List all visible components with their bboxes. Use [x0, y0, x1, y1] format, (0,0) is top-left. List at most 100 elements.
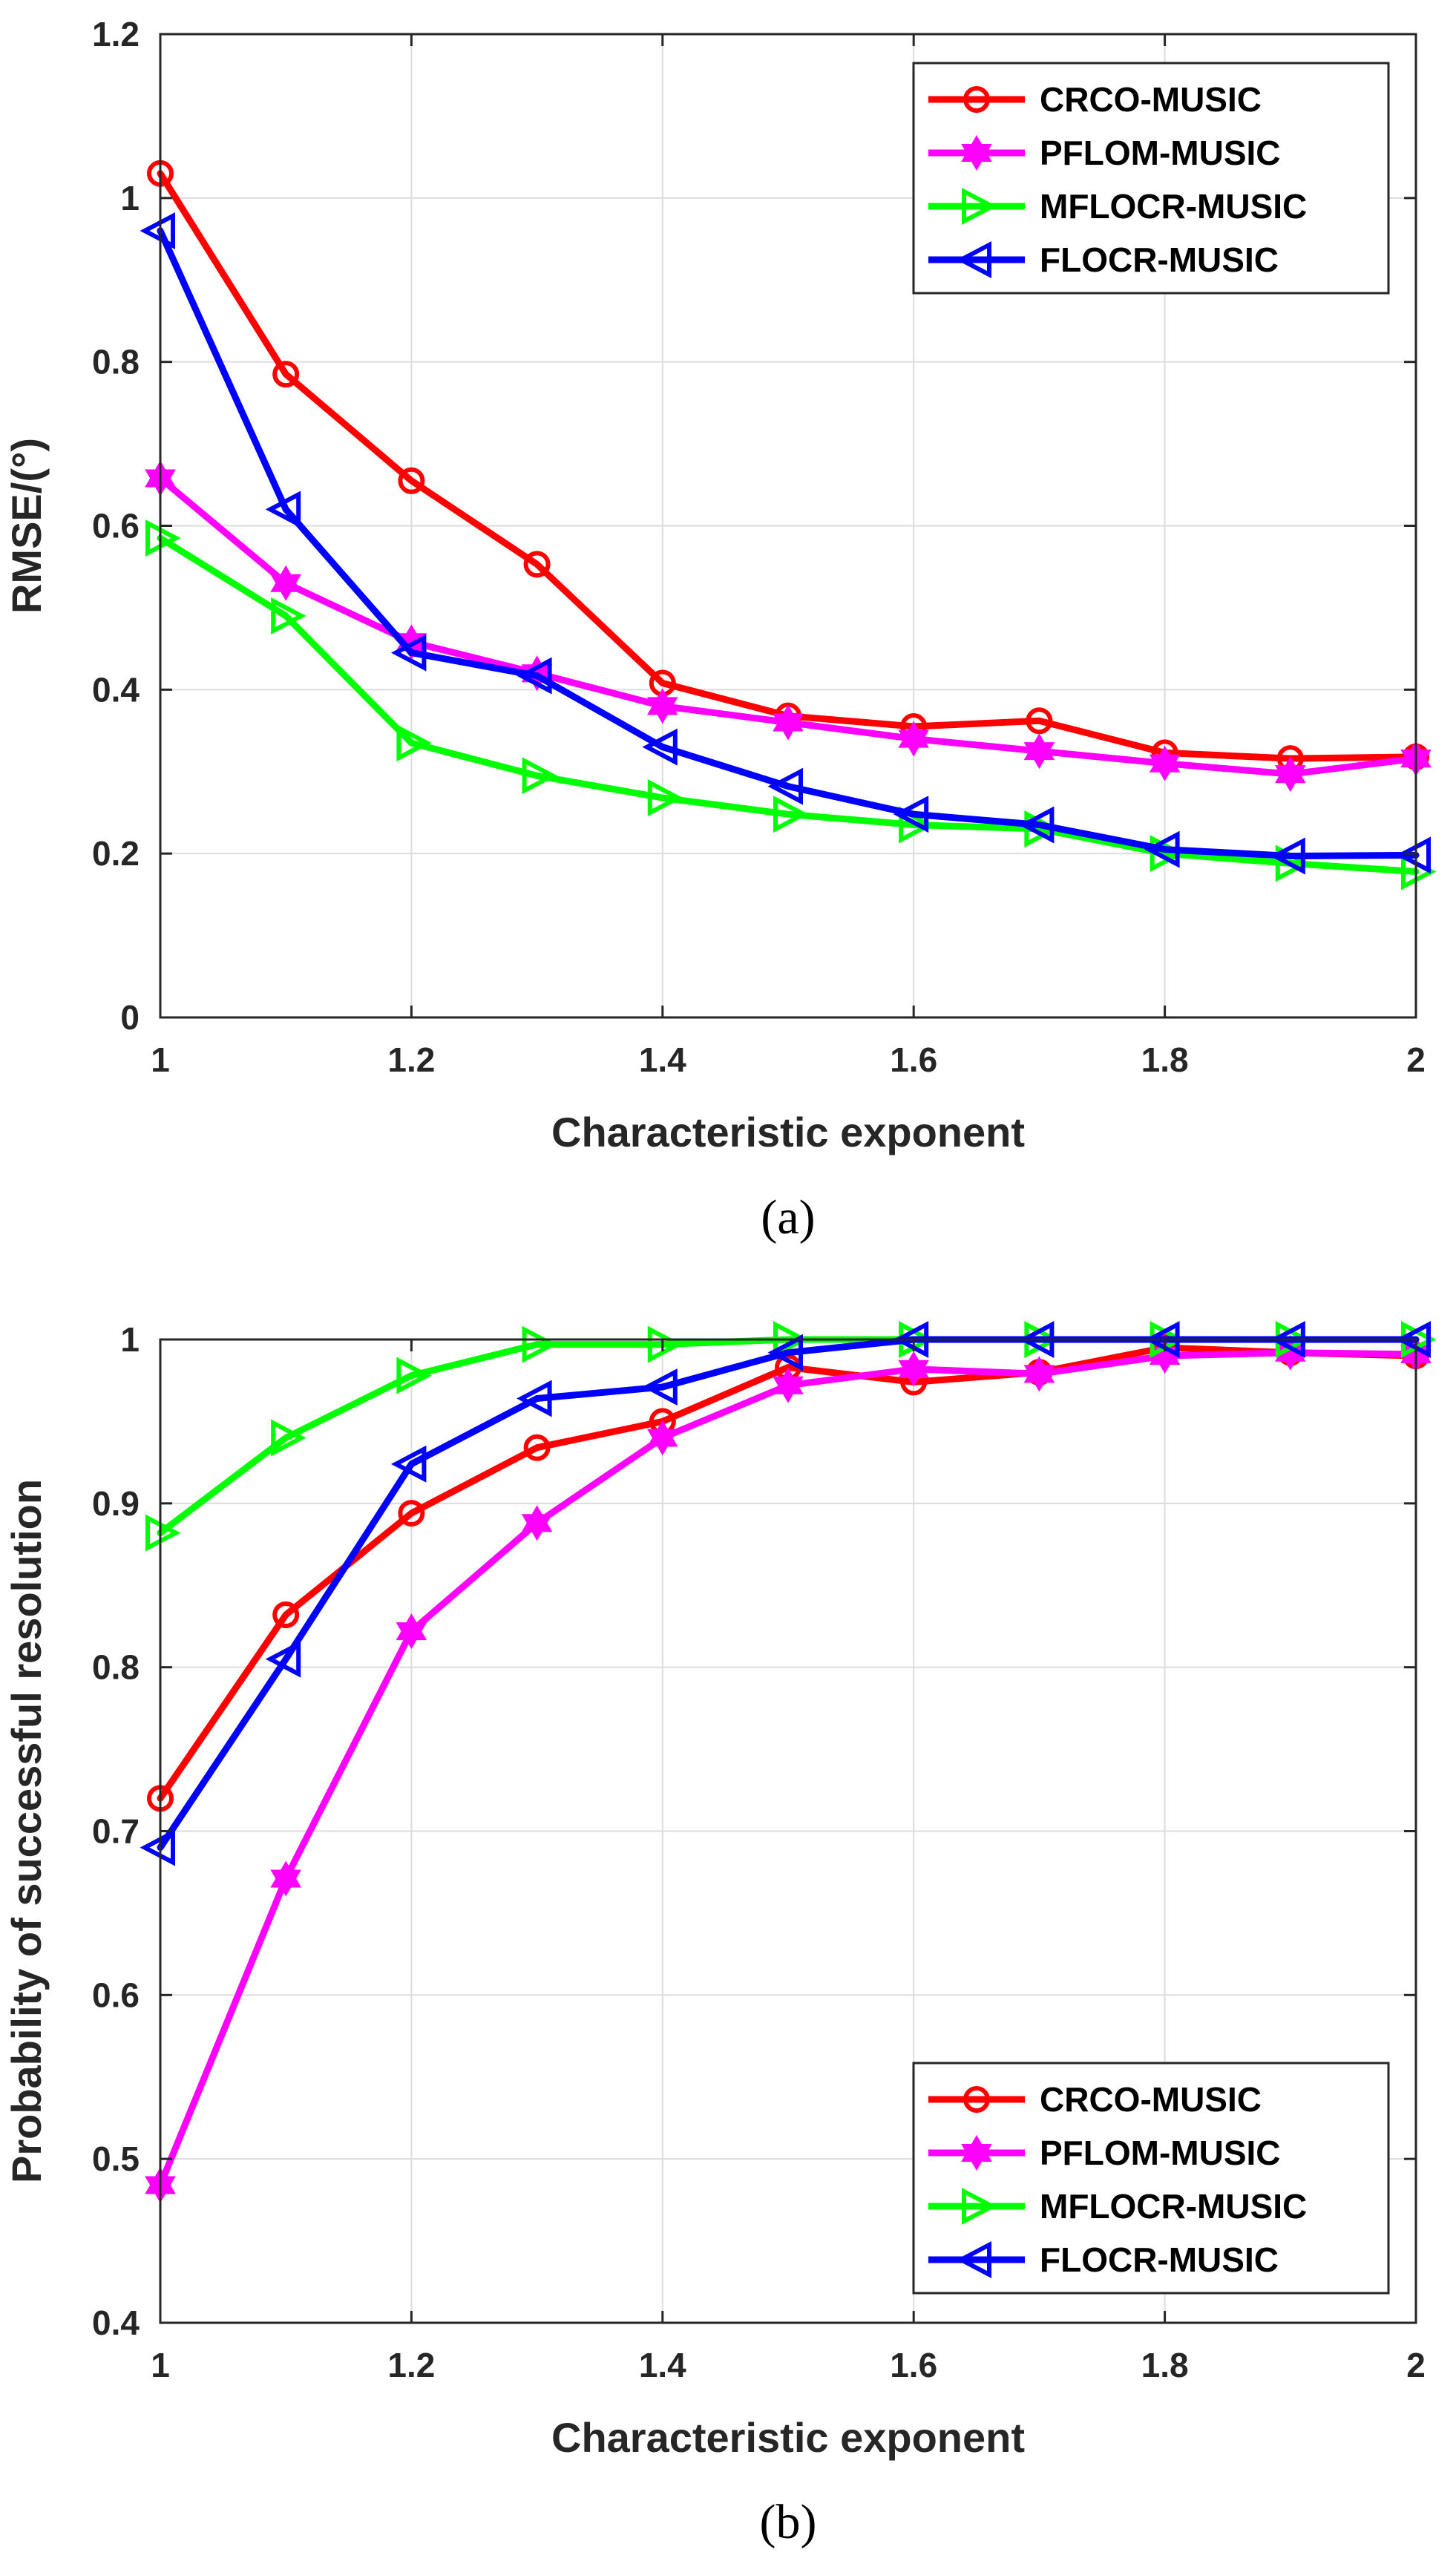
- x-tick-label: 2: [1406, 2346, 1426, 2384]
- legend-item-crco-music: CRCO-MUSIC: [928, 2080, 1262, 2119]
- y-tick-label: 1: [120, 1320, 140, 1359]
- legend-marker: [961, 2135, 992, 2171]
- y-tick-label: 1.2: [92, 15, 140, 53]
- legend-marker: [961, 135, 992, 171]
- data-point-marker: [145, 1514, 181, 1552]
- y-tick-label: 0.4: [92, 670, 140, 709]
- legend-item-crco-music: CRCO-MUSIC: [928, 80, 1262, 119]
- y-tick-label: 0.6: [92, 1975, 140, 2014]
- y-tick-label: 0: [120, 998, 140, 1037]
- legend-label: FLOCR-MUSIC: [1040, 2240, 1279, 2279]
- data-point-marker: [1150, 835, 1186, 873]
- data-point-marker: [767, 1334, 803, 1371]
- data-point-marker: [1018, 806, 1055, 844]
- y-tick-label: 0.9: [92, 1484, 140, 1523]
- data-point-marker: [521, 1505, 553, 1541]
- legend-item-pflom-music: PFLOM-MUSIC: [928, 2134, 1281, 2172]
- legend-marker: [956, 2241, 991, 2278]
- data-point-marker: [1023, 1356, 1055, 1392]
- data-point-marker: [767, 767, 803, 805]
- y-tick-label: 0.6: [92, 507, 140, 545]
- data-point-marker: [270, 565, 302, 601]
- legend-marker: [963, 86, 990, 113]
- legend-marker: [956, 241, 991, 278]
- data-point-marker: [396, 724, 432, 762]
- series-group: [140, 160, 1437, 891]
- data-point-marker: [522, 757, 558, 795]
- data-point-marker: [646, 1420, 678, 1456]
- data-point-marker: [517, 657, 552, 695]
- legend-label: MFLOCR-MUSIC: [1040, 2187, 1307, 2226]
- series-line: [157, 534, 1420, 875]
- x-tick-label: 1.4: [639, 1040, 686, 1079]
- data-point-marker: [523, 551, 551, 578]
- legend-label: MFLOCR-MUSIC: [1040, 187, 1307, 226]
- series-line: [157, 1344, 1420, 1802]
- x-tick-label: 2: [1406, 1040, 1426, 1079]
- data-point-marker: [1395, 1321, 1431, 1358]
- legend-label: PFLOM-MUSIC: [1040, 134, 1281, 172]
- data-point-marker: [893, 796, 929, 833]
- data-point-marker: [390, 1445, 427, 1483]
- legend-item-pflom-music: PFLOM-MUSIC: [928, 134, 1281, 172]
- legend-label: CRCO-MUSIC: [1040, 80, 1262, 119]
- data-point-marker: [517, 1380, 552, 1417]
- data-point-marker: [1149, 745, 1181, 781]
- x-tick-label: 1.6: [890, 2346, 937, 2384]
- series-line: [157, 227, 1420, 859]
- data-point-marker: [398, 467, 425, 494]
- data-point-marker: [773, 1367, 804, 1403]
- data-point-marker: [647, 1325, 683, 1363]
- data-point-marker: [646, 688, 678, 724]
- chart-panel-b: 1 1.2 1.4 1.6 1.8 2 0.4 0.5 0.6 0.7 0.8 0.9 1 Charact…: [3, 1320, 1437, 2549]
- series-flocr-music: [140, 212, 1431, 875]
- data-point-marker: [1026, 707, 1053, 735]
- x-tick-label: 1: [151, 2346, 170, 2384]
- x-tick-label: 1.8: [1141, 1040, 1189, 1079]
- data-point-marker: [271, 597, 306, 634]
- x-axis-label: Characteristic exponent: [551, 2414, 1025, 2461]
- data-point-marker: [773, 796, 809, 833]
- legend-marker: [963, 2086, 990, 2113]
- y-tick-label: 0.5: [92, 2139, 140, 2178]
- y-tick-label: 0.4: [92, 2303, 140, 2342]
- legend-label: CRCO-MUSIC: [1040, 2080, 1262, 2119]
- legend-item-flocr-music: FLOCR-MUSIC: [928, 2240, 1279, 2279]
- legend: CRCO-MUSIC PFLOM-MUSIC MFLOCR-MUSIC FLOCR-M…: [912, 62, 1390, 295]
- panel-caption: (b): [760, 2495, 817, 2549]
- y-axis-label: RMSE/(°): [3, 438, 50, 614]
- y-axis-label: Probability of successful resolution: [3, 1479, 50, 2183]
- x-tick-label: 1.6: [890, 1040, 937, 1079]
- x-tick-label: 1.8: [1141, 2346, 1189, 2384]
- y-tick-label: 1: [120, 179, 140, 217]
- panel-caption: (a): [761, 1190, 815, 1245]
- data-point-marker: [272, 1601, 300, 1628]
- chart-panel-a: 1 1.2 1.4 1.6 1.8 2 0 0.2 0.4 0.6 0.8 1 1.2 Character…: [3, 15, 1437, 1245]
- legend: CRCO-MUSIC PFLOM-MUSIC MFLOCR-MUSIC FLOCR-M…: [912, 2062, 1390, 2295]
- data-point-marker: [1023, 733, 1055, 770]
- legend-item-mflocr-music: MFLOCR-MUSIC: [928, 187, 1307, 226]
- data-point-marker: [1395, 836, 1431, 874]
- series-mflocr-music: [145, 519, 1437, 891]
- y-tick-label: 0.8: [92, 343, 140, 381]
- legend-marker: [962, 2188, 997, 2225]
- x-tick-label: 1.2: [387, 1040, 435, 1079]
- data-point-marker: [1024, 810, 1060, 848]
- y-tick-label: 0.7: [92, 1812, 140, 1851]
- data-point-marker: [140, 212, 175, 249]
- data-point-marker: [396, 1357, 432, 1394]
- legend-item-mflocr-music: MFLOCR-MUSIC: [928, 2187, 1307, 2226]
- data-point-marker: [1274, 756, 1306, 793]
- legend-marker: [962, 188, 997, 225]
- data-point-marker: [145, 519, 181, 557]
- data-point-marker: [272, 361, 300, 388]
- data-point-marker: [1144, 830, 1180, 868]
- data-point-marker: [1270, 837, 1305, 875]
- data-point-marker: [898, 721, 930, 757]
- data-point-marker: [773, 704, 804, 741]
- data-point-marker: [642, 1368, 678, 1406]
- x-tick-label: 1.4: [639, 2346, 686, 2384]
- legend-label: FLOCR-MUSIC: [1040, 240, 1279, 279]
- legend-label: PFLOM-MUSIC: [1040, 2134, 1281, 2172]
